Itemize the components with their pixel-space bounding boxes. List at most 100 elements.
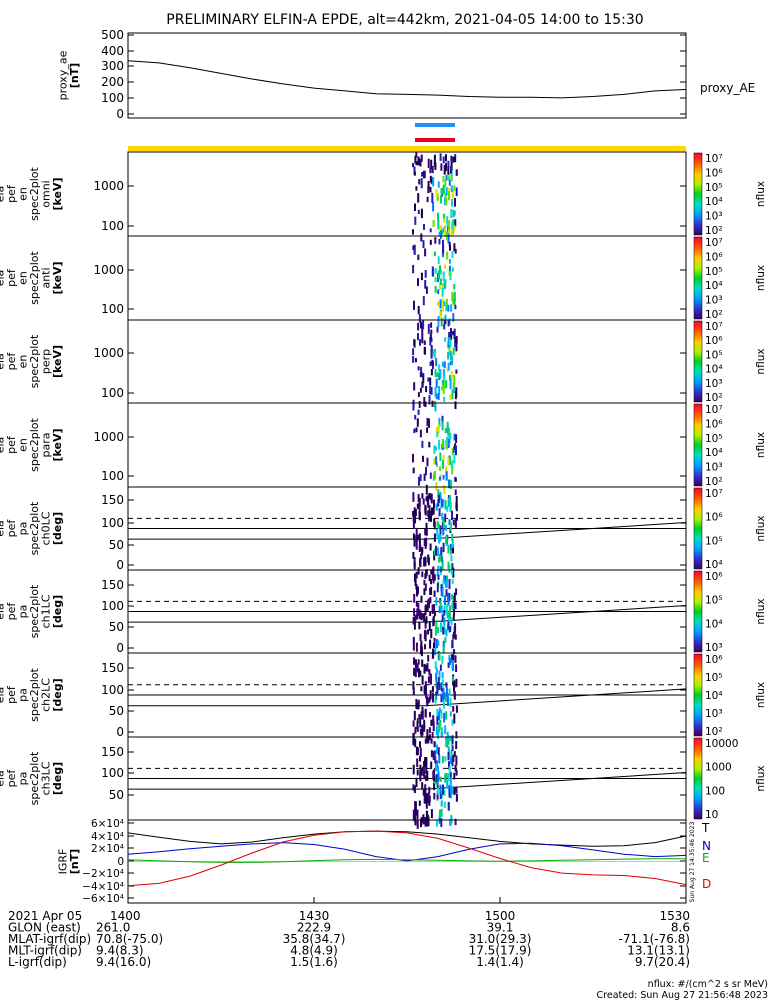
spectrogram-cell (435, 393, 438, 400)
spectrogram-cell (422, 766, 425, 777)
spectrogram-cell (435, 762, 437, 772)
ephemeris-row-label: MLT-igrf(dip) (8, 944, 82, 958)
spectrogram-cell (445, 711, 448, 720)
spectrogram-cell (446, 436, 449, 444)
spectrogram-ch0LC (412, 489, 458, 578)
spectrogram-cell (451, 785, 454, 795)
spectrogram-cell (430, 337, 433, 343)
spectrogram-cell (427, 186, 430, 194)
spectrogram-cell (443, 712, 446, 723)
spectrogram-cell (444, 228, 446, 234)
spectrogram-cell (428, 727, 431, 734)
y-axis-label: proxy_ae (56, 50, 69, 100)
spectrogram-cell (438, 670, 441, 680)
spectrogram-cell (442, 542, 445, 553)
spectrogram-cell (454, 304, 457, 310)
spectrogram-cell (412, 348, 415, 356)
ephemeris-value: 1.5(1.6) (290, 955, 338, 969)
spectrogram-cell (425, 616, 428, 624)
spectrogram-cell (426, 771, 429, 781)
spectrogram-cell (437, 771, 440, 782)
colorbar-tick-label: 10⁴ (705, 618, 723, 630)
spectrogram-cell (440, 727, 443, 736)
spectrogram-cell (447, 427, 450, 436)
y-axis-label: perp (39, 349, 52, 374)
spectrogram-cell (414, 614, 417, 621)
spectrogram-cell (445, 162, 447, 172)
spectrogram-cell (454, 219, 457, 227)
spectrogram-cell (455, 187, 458, 197)
colorbar-label: nflux (755, 432, 767, 458)
spectrogram-cell (428, 509, 431, 519)
spectrogram-cell (450, 185, 453, 192)
spectrogram-omni (412, 152, 458, 244)
spectrogram-cell (448, 337, 451, 346)
spectrogram-cell (440, 800, 443, 807)
figure-title: PRELIMINARY ELFIN-A EPDE, alt=442km, 202… (166, 12, 643, 28)
ephemeris-row-label: L-igrf(dip) (8, 955, 67, 969)
spectrogram-cell (452, 156, 454, 163)
spectrogram-cell (447, 544, 450, 554)
spectrogram-cell (450, 304, 453, 312)
spectrogram-cell (444, 756, 447, 762)
spectrogram-cell (428, 696, 431, 702)
spectrogram-cell (435, 503, 438, 510)
spectrogram-cell (426, 196, 429, 203)
spectrogram-cell (450, 570, 453, 576)
spectrogram-cell (422, 296, 425, 306)
spectrogram-cell (438, 372, 441, 381)
spectrogram-cell (433, 604, 436, 614)
spectrogram-cell (440, 790, 443, 799)
spectrogram-cell (435, 667, 438, 675)
spectrogram-cell (452, 634, 455, 640)
spectrogram-cell (437, 289, 440, 295)
spectrogram-cell (434, 642, 437, 651)
spectrogram-cell (447, 233, 450, 244)
spectrogram-cell (436, 715, 439, 725)
spectrogram-cell (443, 618, 446, 625)
spectrogram-cell (439, 269, 442, 275)
spectrogram-cell (449, 381, 452, 390)
spectrogram-cell (412, 681, 415, 690)
spectrogram-cell (429, 543, 432, 551)
colorbar-tick-label: 10⁴ (705, 559, 723, 571)
spectrogram-cell (442, 317, 445, 327)
spectrogram-cell (434, 626, 437, 636)
spectrogram-cell (425, 386, 428, 393)
spectrogram-cell (447, 439, 450, 449)
spectrogram-cell (441, 512, 444, 520)
spectrogram-cell (452, 347, 455, 356)
spectrogram-cell (436, 521, 439, 528)
spectrogram-cell (450, 750, 453, 759)
spectrogram-cell (419, 755, 421, 762)
spectrogram-cell (420, 819, 422, 828)
spectrogram-cell (415, 186, 418, 191)
colorbar-tick-label: 10⁷ (705, 237, 723, 249)
spectrogram-cell (438, 754, 441, 764)
spectrogram-cell (439, 776, 442, 782)
spectrogram-cell (413, 171, 416, 176)
y-axis-label: pef (5, 268, 18, 287)
spectrogram-cell (449, 789, 452, 799)
spectrogram-cell (446, 251, 449, 260)
spectrogram-cell (447, 191, 450, 201)
spectrogram-cell (420, 553, 423, 560)
loss-cone-line (425, 522, 687, 540)
spectrogram-cell (443, 214, 446, 223)
spectrogram-cell (421, 724, 424, 731)
y-axis-label: en (16, 187, 29, 201)
spectrogram-cell (437, 765, 440, 773)
spectrogram-cell (429, 334, 432, 340)
spectrogram-cell (445, 687, 448, 697)
ephemeris-value: 1400 (110, 909, 141, 923)
colorbar-tick-label: 10 (705, 809, 718, 821)
spectrogram-cell (444, 193, 447, 199)
colorbar-tick-label: 10⁶ (705, 571, 723, 583)
spectrogram-cell (425, 664, 428, 672)
y-axis-label: para (39, 433, 52, 458)
spectrogram-cell (417, 609, 420, 617)
spectrogram-cell (413, 339, 416, 346)
y-axis-label: ela (0, 770, 6, 787)
spectrogram-cell (454, 248, 457, 254)
